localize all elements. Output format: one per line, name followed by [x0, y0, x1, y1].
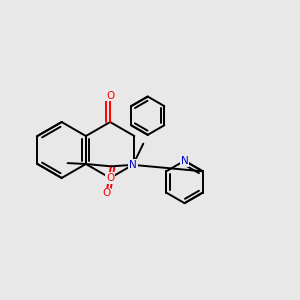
- Text: N: N: [129, 160, 137, 170]
- Text: O: O: [106, 173, 114, 183]
- Text: O: O: [102, 188, 111, 198]
- Text: N: N: [181, 156, 188, 166]
- Text: O: O: [106, 91, 114, 100]
